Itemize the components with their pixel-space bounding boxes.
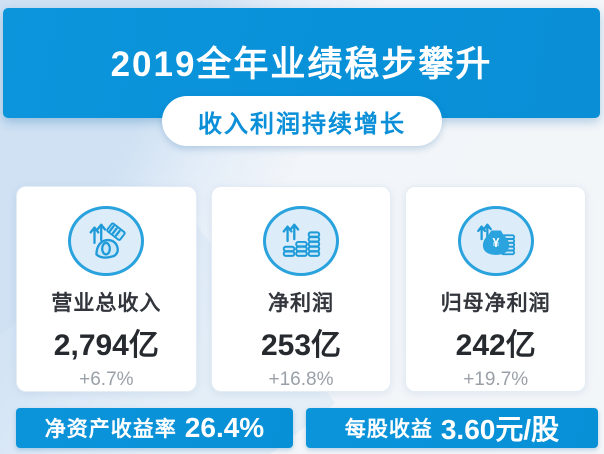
roe-value: 26.4% [184,412,265,443]
subtitle-badge: 收入利润持续增长 [162,96,442,146]
money-bag-up-icon: ¥ [457,206,534,276]
card-value: 242亿 [455,329,536,362]
metric-card-net-profit: 净利润 253亿 +16.8% [210,186,392,392]
eps-bar: 每股收益 3.60元/股 [306,408,598,448]
card-label: 归母净利润 [440,292,551,315]
eps-label: 每股收益 [344,418,433,441]
card-change: +16.8% [268,369,334,390]
svg-text:¥: ¥ [492,236,499,250]
roe-label: 净资产收益率 [44,418,177,441]
card-label: 营业总收入 [51,292,162,315]
subtitle-text: 收入利润持续增长 [198,110,406,138]
metric-card-attributable-profit: ¥ 归母净利润 242亿 +19.7% [405,186,587,392]
metric-cards-row: 营业总收入 2,794亿 +6.7% [16,186,587,392]
eps-value: 3.60元/股 [440,414,560,445]
card-change: +6.7% [79,369,134,390]
card-label: 净利润 [268,292,334,315]
page-title: 2019全年业绩稳步攀升 [110,45,493,84]
coin-stacks-up-icon [263,206,339,276]
metric-card-total-revenue: 营业总收入 2,794亿 +6.7% [16,186,197,392]
card-change: +19.7% [463,369,529,390]
card-value: 253亿 [260,329,342,362]
hand-banknote-up-icon [68,206,145,276]
roe-bar: 净资产收益率 26.4% [16,408,293,448]
card-value: 2,794亿 [53,329,159,362]
